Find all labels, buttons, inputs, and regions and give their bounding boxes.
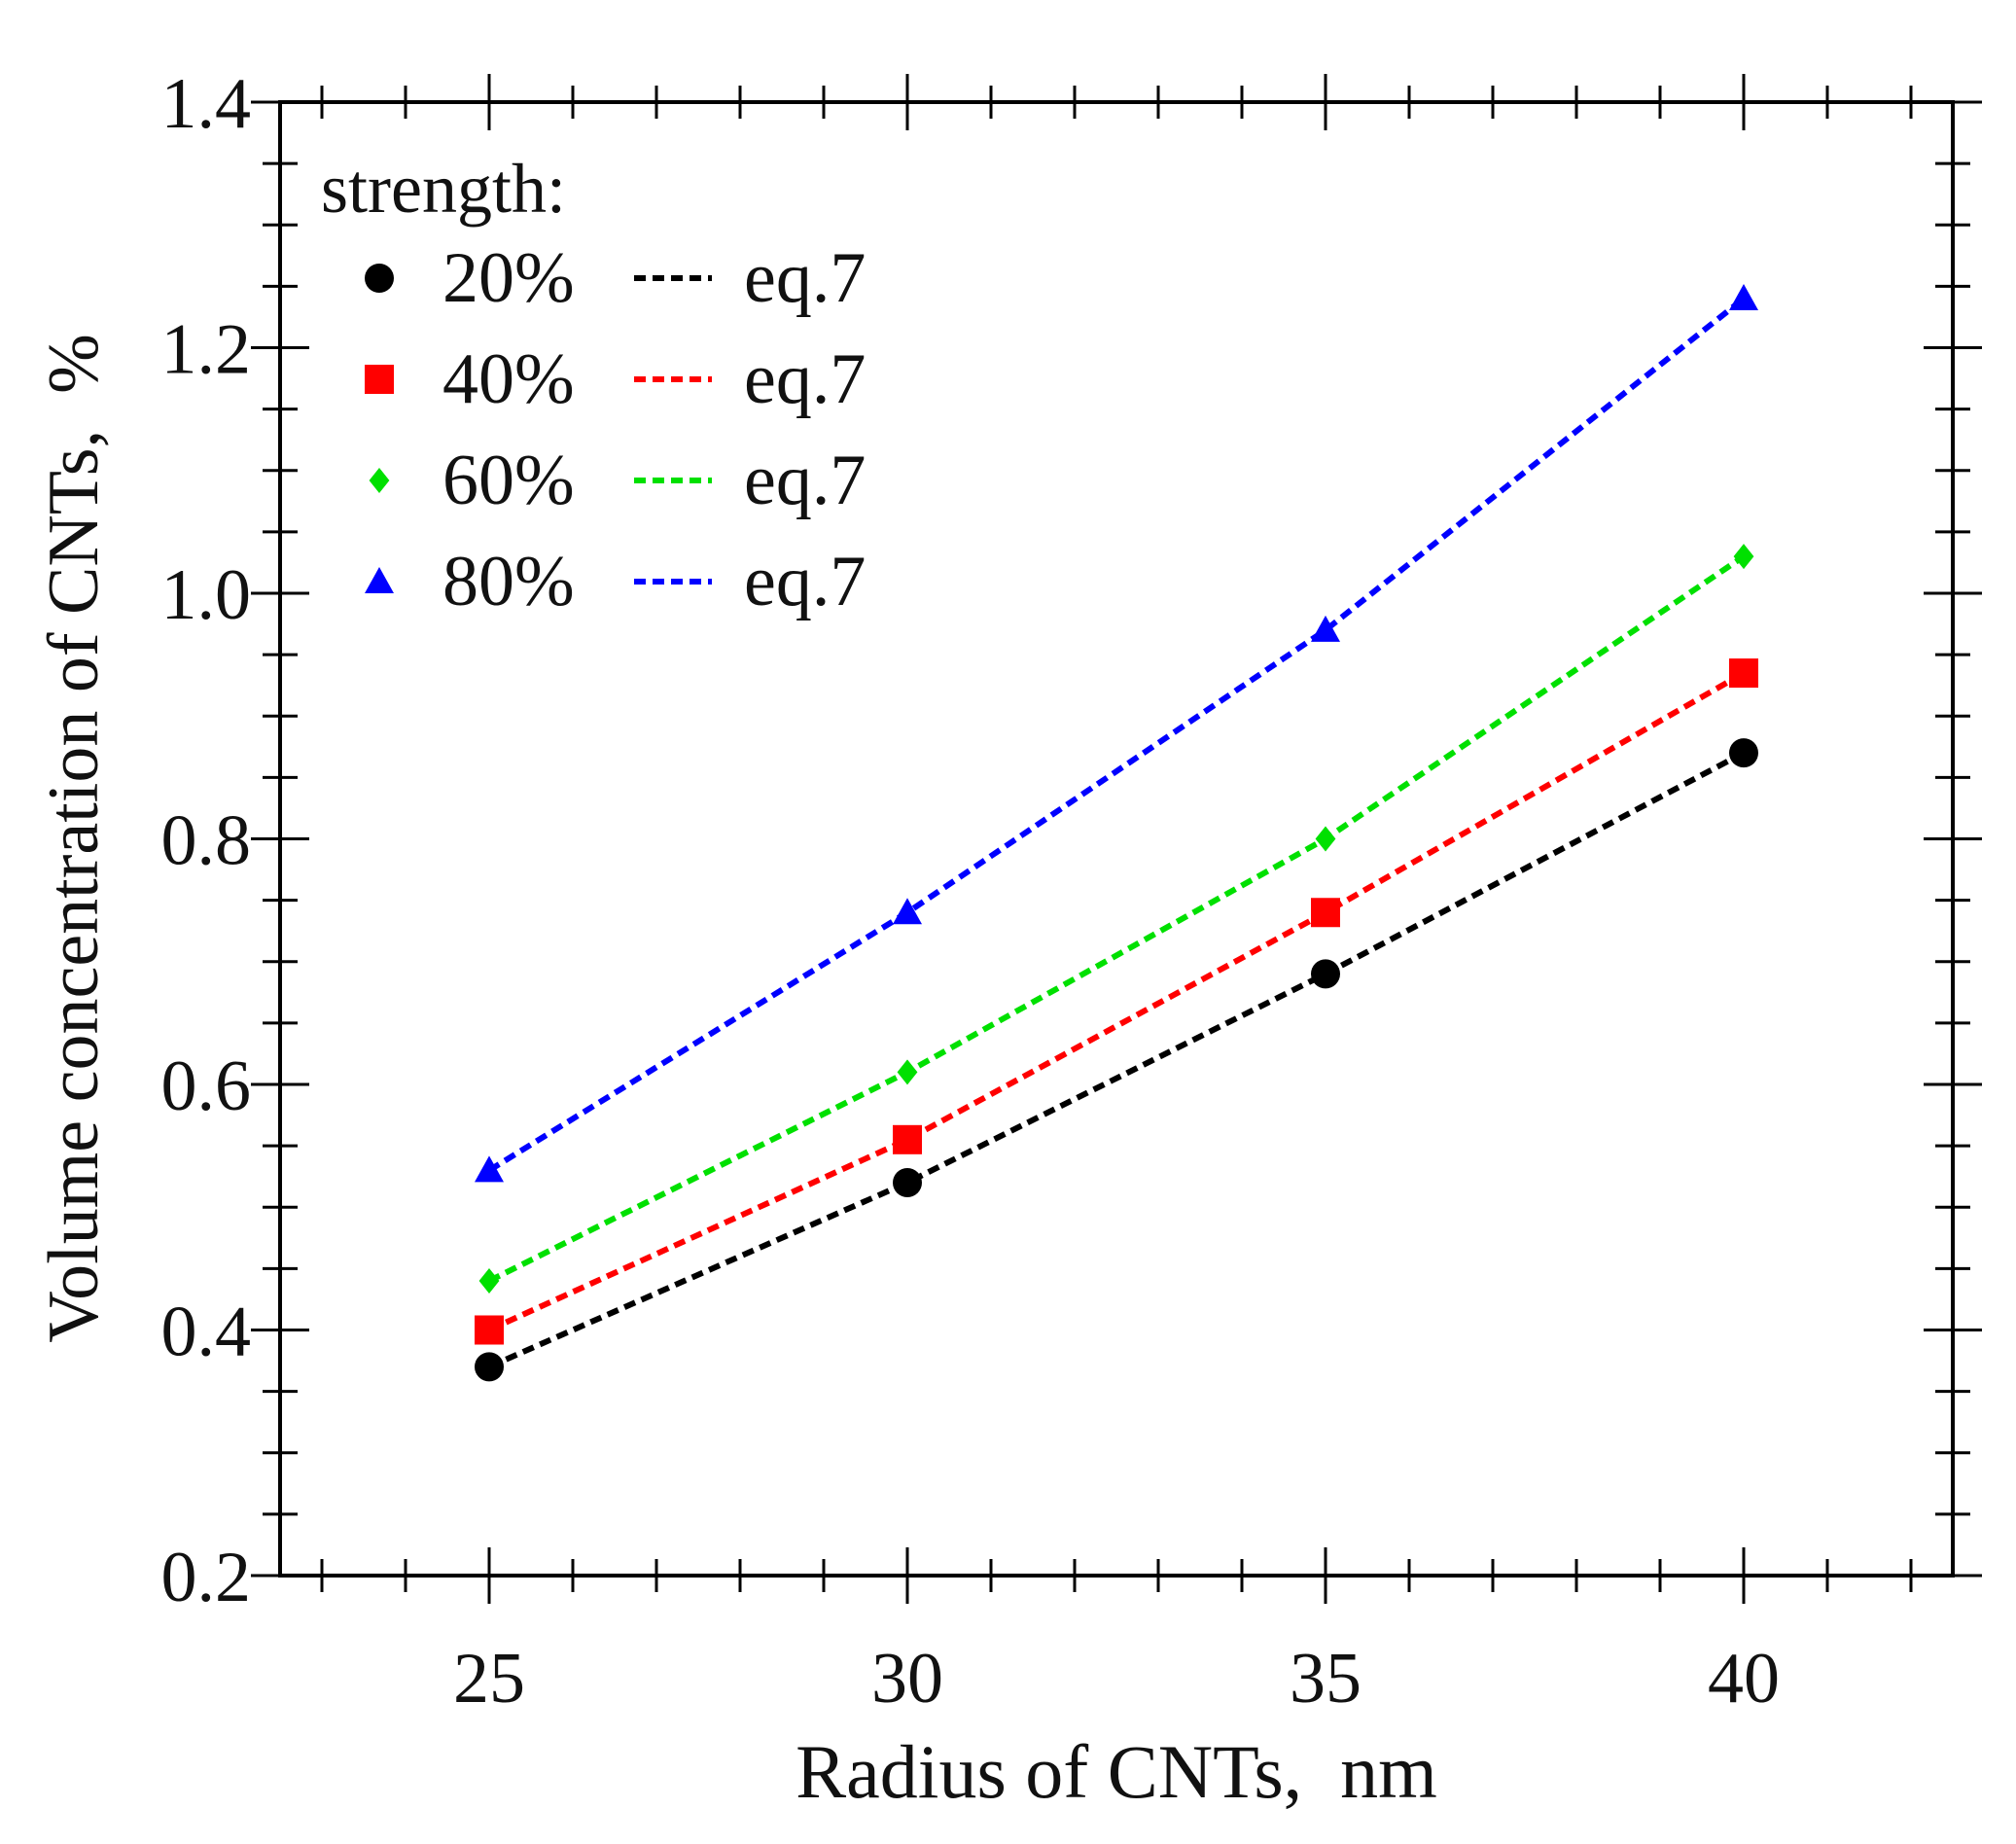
marker-diamond bbox=[1315, 826, 1336, 852]
major-ticks bbox=[251, 74, 1982, 1604]
y-tick-label: 1.0 bbox=[161, 555, 252, 635]
y-tick-label: 0.4 bbox=[161, 1293, 252, 1372]
y-tick-label: 0.6 bbox=[161, 1046, 252, 1126]
legend-label: 80% bbox=[442, 542, 575, 621]
marker-triangle bbox=[1311, 615, 1340, 642]
legend-line-label: eq.7 bbox=[744, 441, 866, 520]
marker-square bbox=[475, 1315, 504, 1345]
tick-labels: 25 30 35 40 0.2 0.4 0.6 0.8 1.0 1.2 1.4 bbox=[161, 64, 1781, 1719]
x-axis-label: Radius of CNTs, nm bbox=[796, 1729, 1437, 1814]
legend-label: 60% bbox=[442, 441, 575, 520]
marker-diamond bbox=[897, 1059, 918, 1085]
marker-diamond bbox=[1733, 544, 1754, 570]
x-tick-label: 25 bbox=[453, 1639, 525, 1719]
series-line bbox=[487, 670, 1746, 1333]
series-layer bbox=[475, 284, 1758, 1382]
marker-square bbox=[1311, 898, 1340, 928]
y-axis-label: Volume concentration of CNTs, % bbox=[34, 334, 114, 1342]
marker-circle bbox=[365, 264, 394, 293]
marker-circle bbox=[475, 1352, 504, 1382]
legend-entry: 60% eq.7 bbox=[369, 441, 866, 520]
legend-label: 40% bbox=[442, 339, 575, 419]
y-tick-label: 0.2 bbox=[161, 1538, 252, 1617]
marker-square bbox=[365, 365, 394, 394]
marker-circle bbox=[1311, 959, 1340, 989]
series-line bbox=[487, 296, 1746, 1173]
series-60pct bbox=[478, 544, 1754, 1294]
x-tick-label: 35 bbox=[1290, 1639, 1362, 1719]
series-80pct bbox=[475, 284, 1758, 1183]
marker-diamond bbox=[369, 468, 390, 493]
series-line bbox=[487, 553, 1746, 1284]
series-40pct bbox=[475, 658, 1758, 1345]
marker-circle bbox=[893, 1168, 922, 1197]
legend-title: strength: bbox=[321, 150, 566, 228]
x-tick-label: 40 bbox=[1708, 1639, 1780, 1719]
legend-line-label: eq.7 bbox=[744, 238, 866, 318]
y-tick-label: 1.4 bbox=[161, 64, 252, 144]
legend-entry: 40% eq.7 bbox=[365, 339, 866, 419]
legend-entry: 80% eq.7 bbox=[365, 542, 866, 621]
legend: strength: 20% eq.7 40% eq.7 60% eq.7 80% eq.7 bbox=[321, 150, 866, 621]
series-line bbox=[487, 750, 1746, 1370]
marker-triangle bbox=[365, 567, 394, 593]
marker-triangle bbox=[475, 1155, 504, 1183]
marker-diamond bbox=[478, 1268, 500, 1294]
legend-line-label: eq.7 bbox=[744, 542, 866, 621]
legend-entry: 20% eq.7 bbox=[365, 238, 866, 318]
x-tick-label: 30 bbox=[871, 1639, 943, 1719]
y-tick-label: 0.8 bbox=[161, 801, 252, 881]
plot-frame bbox=[278, 100, 1955, 1578]
marker-square bbox=[893, 1124, 922, 1154]
y-tick-label: 1.2 bbox=[161, 310, 252, 390]
legend-line-label: eq.7 bbox=[744, 339, 866, 419]
minor-ticks bbox=[263, 86, 1970, 1592]
marker-triangle bbox=[893, 898, 922, 925]
series-20pct bbox=[475, 738, 1758, 1382]
marker-circle bbox=[1729, 738, 1758, 768]
marker-triangle bbox=[1729, 284, 1758, 310]
legend-label: 20% bbox=[442, 238, 575, 318]
marker-square bbox=[1729, 658, 1758, 689]
